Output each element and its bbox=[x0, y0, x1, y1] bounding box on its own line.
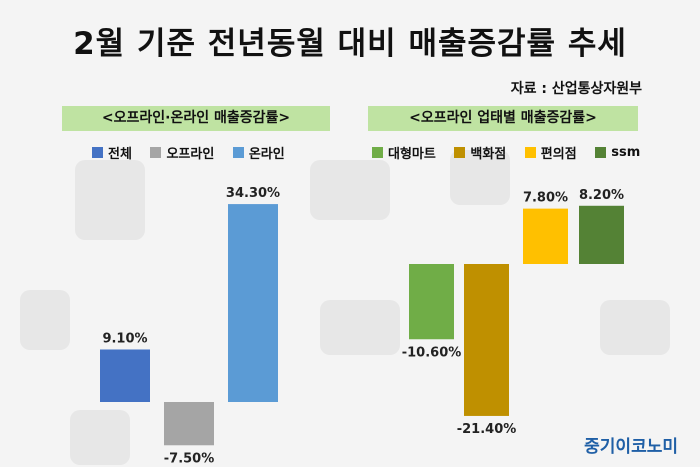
source-note: 자료 : 산업통상자원부 bbox=[510, 81, 642, 97]
data-label: 9.10% bbox=[102, 331, 147, 346]
legend-label: 온라인 bbox=[248, 147, 285, 162]
right-panel-title: <오프라인 업태별 매출증감률> bbox=[368, 106, 638, 131]
bar-ssm bbox=[579, 205, 624, 264]
truck-icon bbox=[20, 290, 70, 350]
data-label: -21.40% bbox=[457, 422, 517, 437]
data-label: -10.60% bbox=[402, 345, 462, 360]
cart-icon bbox=[310, 160, 390, 220]
legend-label: 편의점 bbox=[540, 147, 577, 162]
bar-편의점 bbox=[523, 208, 568, 264]
legend-label: 대형마트 bbox=[388, 147, 436, 162]
bar-전체 bbox=[100, 349, 150, 402]
legend-swatch bbox=[524, 147, 536, 158]
legend-item: ssm bbox=[595, 145, 640, 160]
legend-swatch bbox=[454, 147, 466, 158]
right-legend: 대형마트 백화점 편의점 ssm bbox=[372, 143, 654, 162]
infinity-icon bbox=[600, 300, 670, 355]
legend-item: 대형마트 bbox=[372, 143, 436, 162]
left-legend: 전체 오프라인 온라인 bbox=[92, 143, 299, 162]
legend-item: 편의점 bbox=[524, 143, 577, 162]
legend-item: 백화점 bbox=[454, 143, 506, 162]
brand-logo-text: 중기이코노미 bbox=[584, 437, 678, 457]
card-icon bbox=[320, 300, 400, 355]
legend-item: 전체 bbox=[92, 143, 132, 162]
chat-icon bbox=[450, 150, 510, 205]
bar-백화점 bbox=[464, 264, 509, 416]
main-title: 2월 기준 전년동월 대비 매출증감률 추세 bbox=[73, 26, 627, 62]
legend-label: ssm bbox=[611, 145, 641, 160]
legend-label: 오프라인 bbox=[166, 147, 215, 162]
legend-swatch bbox=[92, 147, 103, 158]
bar-대형마트 bbox=[409, 264, 454, 340]
clock-icon bbox=[70, 410, 130, 465]
bar-온라인 bbox=[228, 204, 278, 402]
bar-오프라인 bbox=[164, 402, 214, 446]
bag-icon bbox=[75, 160, 145, 240]
left-panel-title: <오프라인·온라인 매출증감률> bbox=[62, 106, 330, 131]
legend-swatch bbox=[232, 147, 244, 158]
legend-label: 백화점 bbox=[470, 147, 507, 162]
legend-swatch bbox=[150, 147, 162, 158]
data-label: 34.30% bbox=[226, 186, 280, 201]
legend-swatch bbox=[372, 147, 383, 158]
legend-item: 오프라인 bbox=[150, 143, 214, 162]
legend-swatch bbox=[595, 147, 607, 158]
legend-item: 온라인 bbox=[232, 143, 285, 162]
data-label: 8.20% bbox=[579, 188, 624, 203]
legend-label: 전체 bbox=[108, 147, 132, 162]
data-label: -7.50% bbox=[164, 451, 215, 466]
data-label: 7.80% bbox=[523, 191, 568, 206]
